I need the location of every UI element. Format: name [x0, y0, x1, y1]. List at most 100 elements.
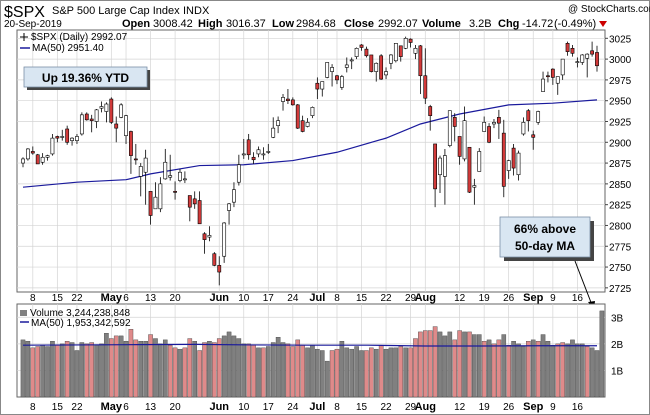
volume-bar — [143, 341, 148, 398]
candle-body — [384, 71, 388, 76]
candle — [70, 137, 74, 146]
y-tick-label: 3025 — [609, 34, 632, 45]
volume-bar — [94, 344, 99, 398]
volume-bar — [148, 334, 153, 398]
volume-bar — [501, 334, 507, 398]
candle-body — [168, 175, 173, 178]
x-tick-label: 8 — [30, 293, 36, 304]
volume-bar — [555, 343, 561, 398]
volume-bar — [113, 335, 119, 398]
candle — [521, 117, 526, 136]
volume-bar — [467, 331, 472, 398]
volume-bar — [207, 341, 212, 398]
x-tick-label: 19 — [479, 293, 491, 304]
candle — [281, 94, 285, 111]
candle-body — [403, 38, 408, 49]
high-value: 3016.37 — [226, 18, 266, 30]
candle — [295, 104, 300, 129]
candle-body — [496, 117, 501, 124]
candle — [45, 154, 50, 161]
candle — [158, 177, 163, 213]
volume-bar — [153, 338, 158, 398]
x-tick-label: Aug — [415, 292, 436, 304]
vol-tick-label: 2B — [611, 340, 624, 351]
candle-body — [393, 43, 398, 62]
x-tick-label: Jun — [209, 401, 229, 413]
volume-bar — [565, 343, 570, 398]
candle-body — [271, 127, 276, 138]
candle-body — [30, 151, 35, 154]
candle-body — [266, 151, 271, 153]
candle — [109, 97, 114, 124]
volume-bar — [89, 342, 94, 398]
candle — [536, 110, 541, 125]
candle-body — [364, 48, 369, 57]
candle-body — [590, 50, 594, 55]
volume-bar — [423, 330, 428, 398]
volume-bar — [383, 348, 389, 398]
candle-body — [104, 103, 109, 112]
candle-body — [472, 185, 477, 188]
candle — [148, 191, 153, 225]
candle — [246, 133, 251, 160]
candle-body — [178, 171, 182, 181]
vol-ma-polyline — [22, 343, 597, 347]
candle — [408, 38, 413, 48]
candle-body — [21, 158, 25, 164]
candle — [202, 232, 207, 254]
x-tick-label: 15 — [52, 402, 64, 413]
candle — [315, 77, 320, 100]
candle-body — [232, 189, 236, 203]
candle — [492, 118, 496, 129]
candle-body — [79, 114, 84, 135]
candle-body — [143, 157, 148, 173]
volume-bar — [310, 344, 315, 398]
volume-bar — [584, 346, 590, 398]
candle — [241, 138, 246, 159]
candle-body — [207, 235, 212, 238]
volume-bar — [496, 339, 502, 398]
candle — [452, 113, 457, 142]
volume-bar — [99, 343, 104, 398]
candle-body — [433, 143, 438, 190]
candle — [349, 57, 354, 70]
volume-bar — [202, 342, 207, 398]
candle — [143, 149, 148, 205]
candle — [119, 103, 124, 119]
volume-bar — [354, 346, 359, 398]
candle — [217, 256, 222, 286]
volume-bar — [427, 330, 433, 398]
price-grid — [17, 30, 605, 292]
y-tick-label: 2825 — [609, 201, 632, 212]
volume-bar — [462, 331, 467, 398]
candle-body — [339, 76, 344, 88]
volume-bar — [231, 335, 237, 398]
candle — [560, 58, 565, 80]
volume-bar — [84, 343, 90, 398]
candle-body — [595, 52, 599, 67]
candle — [26, 148, 30, 161]
volume-bar — [550, 344, 556, 398]
x-tick-label: 8 — [30, 402, 36, 413]
volume-bar — [359, 350, 364, 398]
candle-body — [217, 265, 222, 273]
ytd-text: Up 19.36% YTD — [42, 71, 129, 85]
volume-bar — [521, 346, 526, 398]
volume-bar — [172, 347, 178, 398]
candle — [389, 54, 393, 70]
candle-body — [443, 155, 447, 177]
candle — [187, 195, 192, 222]
candle-body — [35, 154, 40, 165]
y-tick-label: 2725 — [609, 284, 632, 295]
candle-body — [330, 67, 334, 72]
candle-body — [187, 195, 192, 208]
y-tick-label: 2975 — [609, 76, 632, 87]
volume-bar — [74, 350, 80, 398]
volume-bar — [408, 347, 413, 398]
candle-body — [173, 191, 177, 193]
exchange: INDX — [183, 5, 210, 17]
index-name: S&P 500 Large Cap Index — [52, 5, 180, 17]
